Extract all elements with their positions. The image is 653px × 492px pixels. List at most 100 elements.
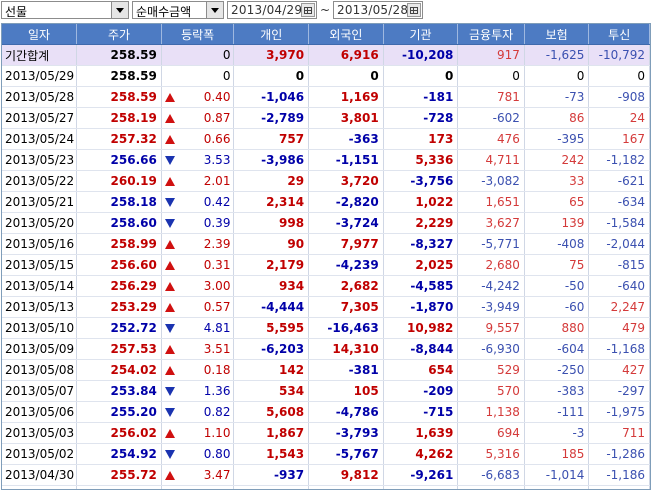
table-row[interactable]: 2013/05/22 260.19 2.01 29 3,720 -3,756 -3,082 3… [2,170,650,192]
price-cell: 256.66 [76,149,162,171]
price-cell: 256.29 [76,275,162,297]
column-header-institution[interactable]: 기관 [383,24,459,45]
investment-trust-cell: 167 [588,128,650,150]
table-row[interactable]: 2013/05/16 258.99 2.39 90 7,977 -8,327 -5,771-… [2,233,650,255]
insurance-cell: -50 [524,275,590,297]
individual-cell: -6,203 [233,338,310,360]
institution-cell: 654 [383,359,459,381]
price-cell: 258.59 [76,44,162,66]
institution-cell: -1,870 [383,296,459,318]
insurance-cell: 65 [524,191,590,213]
table-row[interactable]: 2013/05/07 253.84 1.36 534 105 -209 570 -383 -29… [2,380,650,402]
change-value: 0.31 [203,258,231,272]
market-select-value: 선물 [5,5,28,19]
start-date-field[interactable]: 2013/04/29 [227,1,317,19]
institution-cell: -181 [383,86,459,108]
investment-trust-cell: 2,247 [588,296,650,318]
date-cell: 2013/05/07 [2,380,78,402]
investment-trust-cell: -640 [588,275,650,297]
price-cell: 254.02 [76,359,162,381]
insurance-cell: 21 [524,485,590,489]
investor-trading-grid[interactable]: 일자 주가 등락폭 개인 외국인 기관 금융투자 보험 투신 기간합계 258.5… [1,23,651,490]
start-date-value: 2013/04/29 [231,3,303,17]
investment-trust-cell: -908 [588,86,650,108]
chevron-down-icon[interactable] [111,2,128,18]
down-triangle-icon [164,407,175,417]
change-value: 0.79 [204,489,231,490]
financial-investment-cell: 1,651 [457,191,525,213]
investment-trust-cell: -1,182 [588,149,650,171]
change-cell: 1.10 [161,422,235,444]
individual-cell: 1,867 [233,422,310,444]
table-row[interactable]: 2013/05/15 256.60 0.31 2,179 -4,239 2,025 2,68… [2,254,650,276]
column-header-date[interactable]: 일자 [2,24,78,45]
table-row[interactable]: 2013/04/29252.25 0.79781-477-5344321-505 [2,485,650,490]
table-row[interactable]: 2013/05/23 256.66 3.53 -3,986 -1,151 5,336 4,7… [2,149,650,171]
foreign-cell: 1,169 [308,86,384,108]
insurance-cell: -250 [524,359,590,381]
institution-cell: -715 [383,401,459,423]
insurance-cell: -383 [524,380,590,402]
table-row[interactable]: 2013/05/14 256.29 3.00 934 2,682 -4,585 -4,242… [2,275,650,297]
table-row[interactable]: 2013/05/08 254.02 0.18 142 -381 654 529 -250 427 [2,359,650,381]
foreign-cell: 3,720 [308,170,384,192]
financial-investment-cell: 476 [457,128,525,150]
institution-cell: 1,022 [383,191,459,213]
calendar-icon[interactable] [301,3,315,17]
individual-cell: 1,543 [233,443,310,465]
end-date-field[interactable]: 2013/05/28 [333,1,423,19]
table-row[interactable]: 2013/05/20 258.60 0.39 998 -3,724 2,229 3,627 1… [2,212,650,234]
column-header-foreign[interactable]: 외국인 [308,24,384,45]
insurance-cell: -395 [524,128,590,150]
column-header-change[interactable]: 등락폭 [161,24,235,45]
change-cell: 3.47 [161,464,235,486]
column-header-investment-trust[interactable]: 투신 [588,24,650,45]
table-row[interactable]: 2013/05/24 257.32 0.66 757 -363 173 476 -395 167 [2,128,650,150]
market-select[interactable]: 선물 [1,1,129,19]
type-select[interactable]: 순매수금액 [132,1,224,19]
date-cell: 2013/04/29 [2,485,78,489]
chevron-down-icon[interactable] [206,2,223,18]
individual-cell: 534 [233,380,310,402]
change-value: 0.80 [203,447,231,461]
table-row[interactable]: 2013/05/27 258.19 0.87 -2,789 3,801 -728 -602 8… [2,107,650,129]
date-cell: 2013/05/24 [2,128,78,150]
up-triangle-icon [164,260,175,270]
financial-investment-cell: -602 [457,107,525,129]
date-cell: 2013/05/08 [2,359,78,381]
table-row[interactable]: 2013/05/03 256.02 1.10 1,867 -3,793 1,639 694-… [2,422,650,444]
foreign-cell: 6,916 [308,44,384,66]
up-triangle-icon [164,134,175,144]
table-row[interactable]: 2013/05/13 253.29 0.57 -4,444 7,305 -1,870 -3,… [2,296,650,318]
total-row[interactable]: 기간합계 258.59 0 3,970 6,916 -10,208 917 -1,625 -10… [2,44,650,66]
financial-investment-cell: 1,138 [457,401,525,423]
down-triangle-icon [164,155,175,165]
calendar-icon[interactable] [407,3,421,17]
down-triangle-icon [164,323,175,333]
column-header-price[interactable]: 주가 [76,24,162,45]
table-row[interactable]: 2013/05/06 255.20 0.82 5,608 -4,786 -715 1,138… [2,401,650,423]
financial-investment-cell: -4,242 [457,275,525,297]
change-cell: 3.51 [161,338,235,360]
end-date-value: 2013/05/28 [337,3,409,17]
table-row[interactable]: 2013/05/21 258.18 0.42 2,314 -2,820 1,022 1,65… [2,191,650,213]
institution-cell: -8,844 [383,338,459,360]
table-row[interactable]: 2013/04/30 255.72 3.47 -937 9,812 -9,261 -6,68… [2,464,650,486]
price-cell: 255.72 [76,464,162,486]
column-header-individual[interactable]: 개인 [233,24,310,45]
table-body: 기간합계 258.59 0 3,970 6,916 -10,208 917 -1,625 -10… [2,44,650,490]
investment-trust-cell: 427 [588,359,650,381]
individual-cell: 90 [233,233,310,255]
change-cell: 0.40 [161,86,235,108]
column-header-financial-investment[interactable]: 금융투자 [457,24,525,45]
date-cell: 2013/05/09 [2,338,78,360]
change-cell: 0 [161,65,235,87]
table-row[interactable]: 2013/05/28 258.59 0.40 -1,046 1,169 -181 781 -7… [2,86,650,108]
column-header-insurance[interactable]: 보험 [524,24,590,45]
table-row[interactable]: 2013/05/02 254.92 0.80 1,543 -5,767 4,262 5,31… [2,443,650,465]
foreign-cell: -4,786 [308,401,384,423]
table-row[interactable]: 2013/05/09 257.53 3.51 -6,203 14,310 -8,844 -6… [2,338,650,360]
table-row[interactable]: 2013/05/29 258.59 0 0 0 0 0 0 0 [2,65,650,87]
table-row[interactable]: 2013/05/10 252.72 4.81 5,595 -16,463 10,982 9,… [2,317,650,339]
insurance-cell: -111 [524,401,590,423]
